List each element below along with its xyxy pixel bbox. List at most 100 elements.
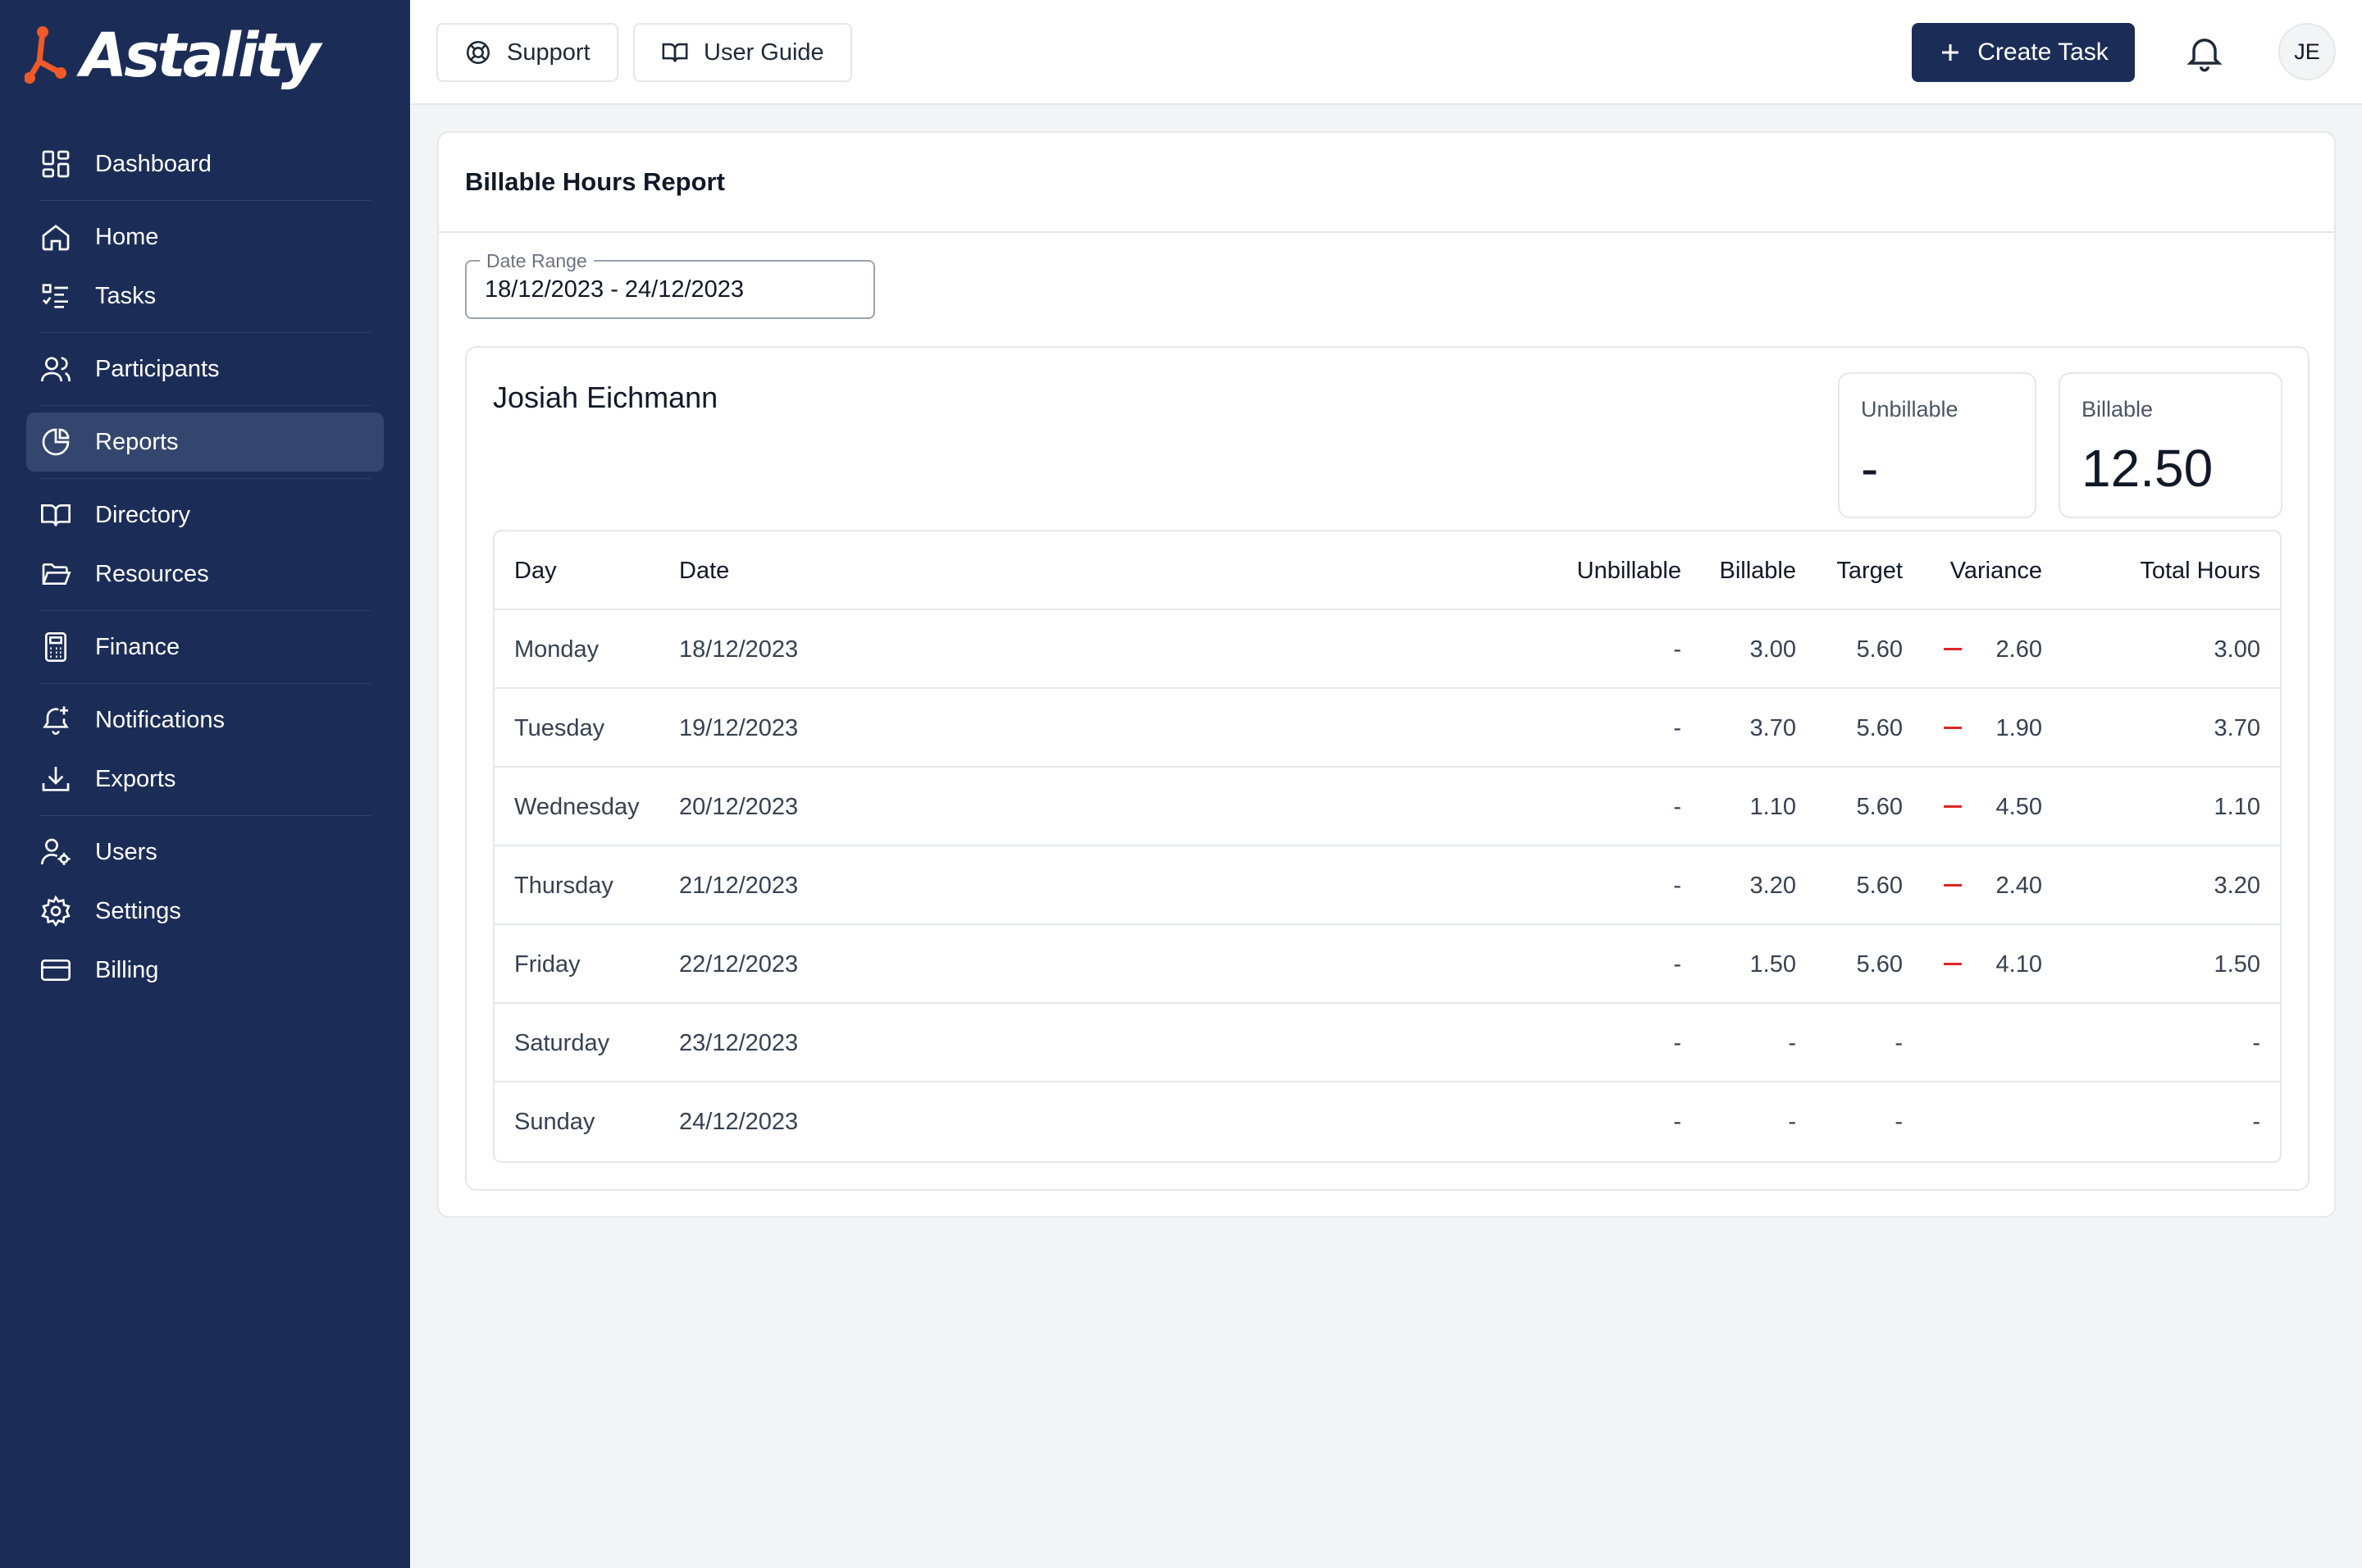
support-label: Support	[507, 39, 590, 66]
cell-variance: 4.10	[1995, 951, 2042, 978]
column-header-day[interactable]: Day	[514, 558, 557, 584]
sidebar-item-tasks[interactable]: Tasks	[26, 267, 384, 326]
cell-day: Saturday	[514, 1030, 610, 1056]
sidebar-item-label: Finance	[95, 633, 180, 660]
sidebar-nav: Dashboard Home Tasks Participants Report…	[26, 134, 384, 1000]
negative-minus-icon	[1944, 805, 1962, 808]
cell-billable: 3.70	[1749, 715, 1796, 741]
cell-total-hours: 3.70	[2214, 715, 2260, 741]
cell-target: 5.60	[1856, 794, 1903, 820]
cell-date: 24/12/2023	[679, 1109, 799, 1135]
avatar[interactable]: JE	[2278, 23, 2336, 80]
cell-total-hours: 3.20	[2214, 873, 2260, 899]
cell-variance: 4.50	[1995, 794, 2042, 820]
cell-target: 5.60	[1856, 873, 1903, 899]
dashboard-icon	[42, 150, 70, 178]
sidebar-item-notifications[interactable]: Notifications	[26, 691, 384, 750]
table-row: Saturday 23/12/2023 - - - -	[495, 1004, 2280, 1083]
gear-icon	[41, 895, 71, 928]
credit-card-icon	[41, 959, 71, 981]
logo-mark-icon	[25, 26, 66, 84]
column-header-total-hours[interactable]: Total Hours	[2140, 558, 2260, 584]
sidebar-item-label: Dashboard	[95, 150, 212, 177]
sidebar-item-directory[interactable]: Directory	[26, 485, 384, 545]
table-row: Friday 22/12/2023 - 1.50 5.60 4.10 1.50	[495, 925, 2280, 1004]
notification-bell-icon[interactable]	[2183, 31, 2226, 74]
divider	[39, 610, 371, 611]
home-icon	[42, 224, 70, 251]
column-header-date[interactable]: Date	[679, 558, 730, 584]
cell-variance: 1.90	[1995, 715, 2042, 741]
cell-day: Monday	[514, 636, 600, 663]
lifebuoy-icon	[466, 40, 490, 65]
cell-target: -	[1895, 1030, 1903, 1056]
cell-variance: 2.60	[1995, 636, 2042, 663]
sidebar-item-participants[interactable]: Participants	[26, 340, 384, 399]
reports-icon	[42, 428, 70, 456]
sidebar-item-home[interactable]: Home	[26, 207, 384, 267]
user-guide-button[interactable]: User Guide	[633, 23, 852, 82]
cell-target: 5.60	[1856, 715, 1903, 741]
top-bar: Support User Guide Create Task JE	[410, 0, 2362, 105]
cell-day: Friday	[514, 951, 581, 978]
sidebar-item-billing[interactable]: Billing	[26, 941, 384, 1000]
divider	[39, 200, 371, 201]
directory-icon	[41, 504, 71, 526]
avatar-initials: JE	[2294, 39, 2320, 64]
cell-unbillable: -	[1673, 715, 1681, 741]
cell-date: 18/12/2023	[679, 636, 799, 663]
create-task-label: Create Task	[1977, 39, 2109, 66]
cell-date: 23/12/2023	[679, 1030, 799, 1056]
cell-billable: 1.50	[1749, 951, 1796, 978]
table-header-row: Day Date Unbillable Billable Target Vari…	[495, 531, 2280, 610]
column-header-unbillable[interactable]: Unbillable	[1576, 558, 1681, 584]
calculator-icon	[45, 632, 66, 662]
brand-logo[interactable]: Astality	[25, 21, 321, 91]
divider	[39, 815, 371, 816]
cell-billable: -	[1788, 1109, 1796, 1135]
sidebar-item-label: Exports	[95, 765, 176, 792]
cell-unbillable: -	[1673, 794, 1681, 820]
negative-minus-icon	[1944, 727, 1962, 729]
cell-total-hours: 1.50	[2214, 951, 2260, 978]
bell-plus-icon	[43, 706, 69, 735]
folder-icon	[42, 563, 71, 585]
person-name: Josiah Eichmann	[493, 381, 718, 414]
hours-table: Day Date Unbillable Billable Target Vari…	[493, 530, 2282, 1163]
cell-total-hours: -	[2252, 1030, 2260, 1056]
support-button[interactable]: Support	[436, 23, 618, 82]
cell-total-hours: 3.00	[2214, 636, 2260, 663]
sidebar-item-exports[interactable]: Exports	[26, 750, 384, 809]
cell-billable: 1.10	[1749, 794, 1796, 820]
sidebar-item-finance[interactable]: Finance	[26, 618, 384, 677]
cell-variance: 2.40	[1995, 873, 2042, 899]
cell-unbillable: -	[1673, 1030, 1681, 1056]
page-title: Billable Hours Report	[439, 133, 2334, 233]
book-icon	[662, 43, 688, 62]
plus-icon	[1942, 44, 1959, 61]
date-range-field[interactable]: Date Range 18/12/2023 - 24/12/2023	[465, 250, 875, 319]
create-task-button[interactable]: Create Task	[1912, 23, 2135, 82]
column-header-target[interactable]: Target	[1836, 558, 1903, 584]
sidebar-item-reports[interactable]: Reports	[26, 413, 384, 472]
sidebar-item-label: Directory	[95, 501, 191, 528]
cell-unbillable: -	[1673, 873, 1681, 899]
download-icon	[42, 767, 70, 791]
sidebar-item-resources[interactable]: Resources	[26, 545, 384, 604]
negative-minus-icon	[1944, 963, 1962, 965]
sidebar-item-label: Tasks	[95, 282, 157, 309]
participants-icon	[41, 357, 71, 382]
sidebar-item-dashboard[interactable]: Dashboard	[26, 134, 384, 194]
date-range-label: Date Range	[480, 250, 594, 272]
sidebar-item-settings[interactable]: Settings	[26, 882, 384, 941]
unbillable-stat-value: -	[1861, 439, 1879, 498]
cell-day: Tuesday	[514, 715, 605, 741]
column-header-variance[interactable]: Variance	[1949, 558, 2042, 584]
cell-target: -	[1895, 1109, 1903, 1135]
cell-date: 22/12/2023	[679, 951, 799, 978]
column-header-billable[interactable]: Billable	[1719, 558, 1797, 584]
sidebar-item-users[interactable]: Users	[26, 823, 384, 882]
cell-total-hours: 1.10	[2214, 794, 2260, 820]
table-row: Monday 18/12/2023 - 3.00 5.60 2.60 3.00	[495, 610, 2280, 689]
report-card: Billable Hours Report Date Range 18/12/2…	[437, 131, 2336, 1218]
